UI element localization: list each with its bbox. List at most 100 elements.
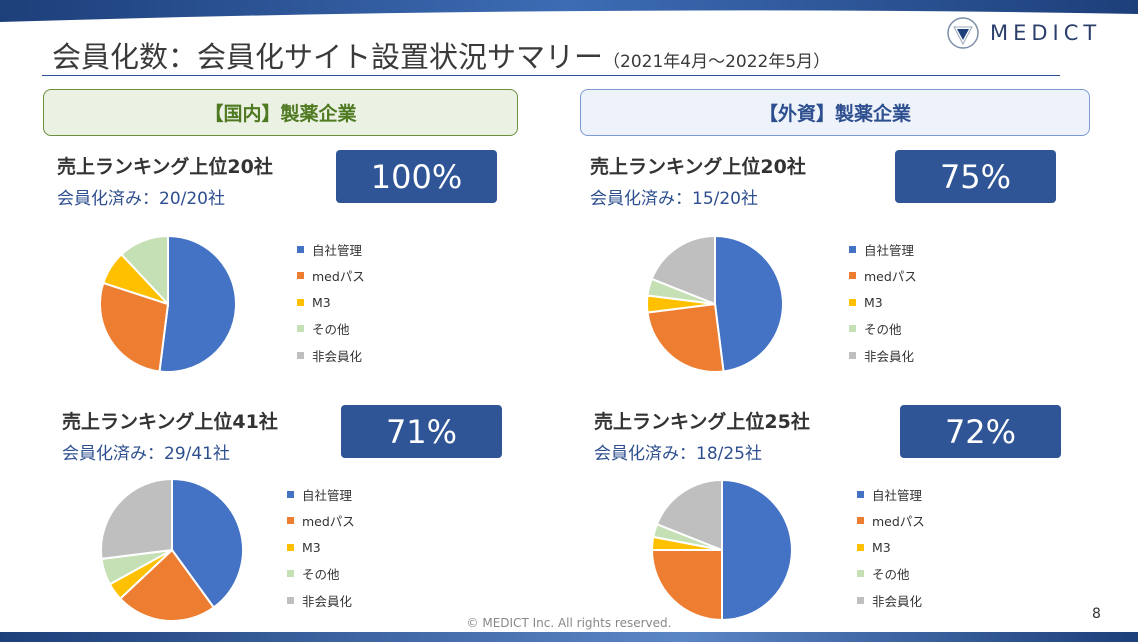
legend-swatch [857, 596, 864, 604]
chart-legend: 自社管理 medパス M3 その他非会員化 [297, 236, 365, 369]
legend-label: medパス [872, 514, 925, 530]
legend-item: 非会員化 [849, 342, 917, 369]
pie-chart [646, 234, 784, 373]
legend-label: M3 [872, 539, 891, 555]
legend-swatch [849, 245, 856, 253]
legend-swatch [297, 298, 304, 306]
pie-slice-非会員化 [100, 477, 173, 561]
period: （2021年4月～2022年5月） [603, 52, 831, 72]
legend-label: その他 [872, 567, 910, 583]
chart-subtitle: 会員化済み：18/25社 [594, 444, 762, 464]
legend-swatch [287, 543, 294, 551]
pie-slice-自社管理 [171, 477, 244, 609]
legend-item: M3 [857, 534, 925, 561]
legend-label: 自社管理 [312, 242, 363, 258]
chart-subtitle: 会員化済み：20/20社 [57, 189, 225, 209]
legend-item: その他 [287, 561, 355, 588]
legend-label: 非会員化 [312, 348, 363, 364]
legend-item: medパス [297, 263, 365, 290]
foreign-section-header: 【外資】製薬企業 [580, 89, 1090, 136]
legend-item: 自社管理 [287, 481, 355, 508]
legend-swatch [857, 490, 864, 498]
title-divider [42, 75, 1060, 76]
bottom-banner [0, 632, 1138, 642]
chart-legend: 自社管理 medパス M3 その他非会員化 [287, 481, 355, 614]
legend-label: M3 [864, 294, 883, 310]
legend-item: M3 [297, 289, 365, 316]
logo: MEDICT [946, 16, 1101, 50]
membership-rate-badge: 75% [895, 150, 1056, 203]
chart-legend: 自社管理 medパス M3 その他非会員化 [857, 481, 925, 614]
legend-label: 自社管理 [872, 487, 923, 503]
pie-slice-その他 [120, 234, 169, 307]
chart-legend: 自社管理 medパス M3 その他非会員化 [849, 236, 917, 369]
pie-slice-非会員化 [650, 234, 716, 306]
legend-label: その他 [864, 322, 902, 338]
legend-item: M3 [849, 289, 917, 316]
legend-item: 非会員化 [297, 342, 365, 369]
pie-slice-自社管理 [158, 234, 237, 373]
chart-title: 売上ランキング上位25社 [594, 411, 810, 433]
legend-swatch [287, 490, 294, 498]
legend-label: medパス [312, 269, 365, 285]
legend-item: その他 [857, 561, 925, 588]
membership-rate-badge: 100% [336, 150, 497, 203]
page-title: 会員化数：会員化サイト設置状況サマリー（2021年4月～2022年5月） [52, 40, 831, 74]
legend-swatch [849, 325, 856, 333]
domestic-section-header: 【国内】製薬企業 [43, 89, 518, 136]
legend-item: 自社管理 [857, 481, 925, 508]
legend-label: 非会員化 [864, 348, 915, 364]
chart-subtitle: 会員化済み：29/41社 [62, 444, 230, 464]
page-number: 8 [1092, 606, 1101, 622]
legend-label: M3 [302, 539, 321, 555]
legend-swatch [287, 570, 294, 578]
pie-slice-自社管理 [721, 478, 793, 622]
chart-subtitle: 会員化済み：15/20社 [590, 189, 758, 209]
pie-chart [99, 234, 237, 373]
legend-swatch [857, 517, 864, 525]
legend-label: 自社管理 [864, 242, 915, 258]
legend-item: その他 [297, 316, 365, 343]
membership-rate-badge: 71% [341, 405, 502, 458]
legend-item: 非会員化 [857, 587, 925, 614]
legend-swatch [297, 325, 304, 333]
pie-slice-medパス [646, 302, 725, 373]
legend-item: 自社管理 [849, 236, 917, 263]
legend-swatch [857, 543, 864, 551]
chart-title: 売上ランキング上位20社 [590, 156, 806, 178]
chart-title: 売上ランキング上位41社 [62, 411, 278, 433]
legend-swatch [287, 596, 294, 604]
legend-label: M3 [312, 294, 331, 310]
pie-chart [650, 478, 793, 622]
legend-label: 非会員化 [872, 593, 923, 609]
pie-slice-非会員化 [655, 478, 723, 552]
pie-slice-medパス [99, 281, 170, 373]
legend-item: medパス [849, 263, 917, 290]
pie-slice-自社管理 [714, 234, 784, 373]
legend-swatch [849, 298, 856, 306]
legend-swatch [849, 351, 856, 359]
legend-label: その他 [302, 567, 340, 583]
legend-item: M3 [287, 534, 355, 561]
top-banner [0, 0, 1138, 22]
pie-slice-medパス [118, 548, 216, 622]
medict-logo-icon [947, 17, 979, 49]
legend-label: medパス [864, 269, 917, 285]
legend-swatch [297, 351, 304, 359]
legend-swatch [849, 272, 856, 280]
legend-label: その他 [312, 322, 350, 338]
legend-label: 自社管理 [302, 487, 353, 503]
legend-swatch [857, 570, 864, 578]
legend-label: medパス [302, 514, 355, 530]
pie-slice-medパス [650, 549, 723, 622]
legend-swatch [297, 272, 304, 280]
legend-swatch [297, 245, 304, 253]
legend-swatch [287, 517, 294, 525]
legend-item: medパス [857, 508, 925, 535]
pie-chart [100, 477, 244, 622]
legend-label: 非会員化 [302, 593, 353, 609]
copyright: © MEDICT Inc. All rights reserved. [466, 616, 672, 630]
legend-item: medパス [287, 508, 355, 535]
legend-item: 自社管理 [297, 236, 365, 263]
membership-rate-badge: 72% [900, 405, 1061, 458]
